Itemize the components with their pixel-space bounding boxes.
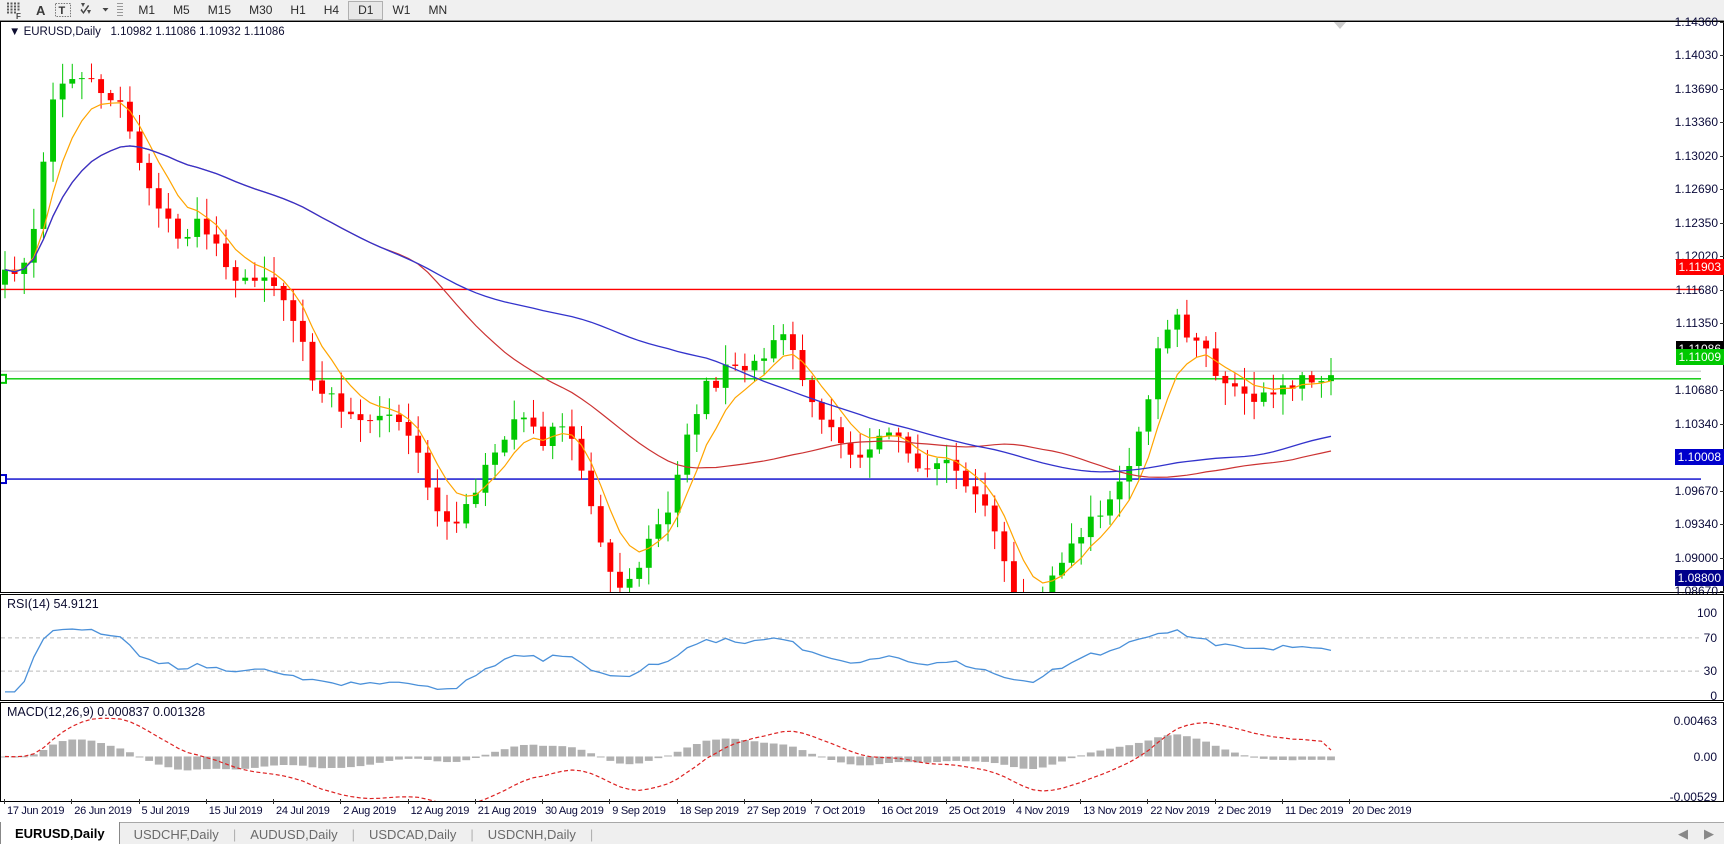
svg-text:F: F (16, 12, 21, 20)
svg-text:T: T (59, 5, 66, 17)
